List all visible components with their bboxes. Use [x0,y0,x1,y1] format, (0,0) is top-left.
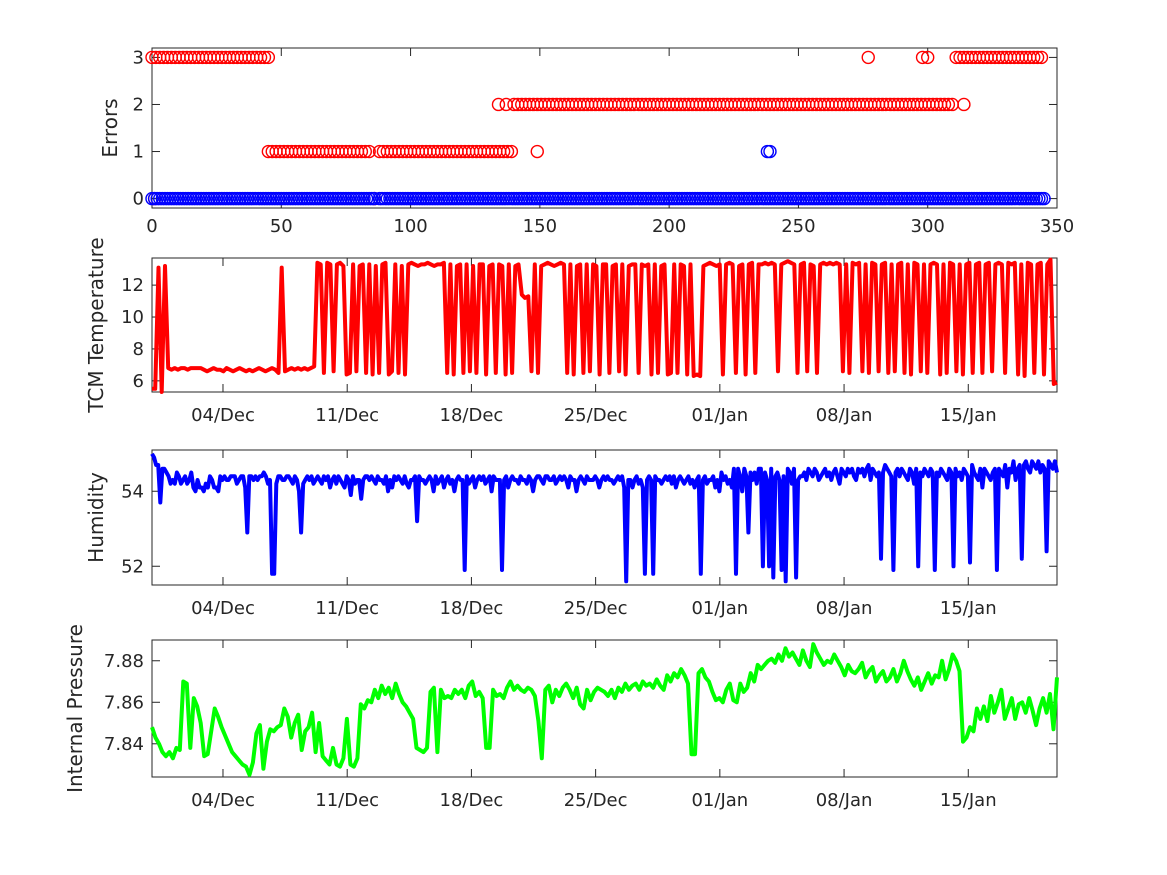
data-point [367,191,382,206]
y-tick-label: 1 [133,142,144,163]
data-point [921,50,935,65]
x-tick-label: 50 [270,216,293,237]
y-tick-label: 54 [121,481,144,502]
y-axis-label: TCM Temperature [84,237,108,413]
x-tick-label: 18/Dec [440,405,504,426]
x-tick-label: 01/Jan [691,598,748,619]
x-tick-label: 25/Dec [564,405,628,426]
x-tick-label: 11/Dec [315,790,379,811]
data-point [358,144,373,159]
data-point [261,50,276,65]
x-tick-label: 25/Dec [564,790,628,811]
x-tick-label: 04/Dec [191,405,255,426]
x-tick-label: 350 [1040,216,1074,237]
data-point [491,97,506,112]
y-axis-label: Errors [98,98,122,157]
error-series-red [145,50,1049,206]
y-tick-label: 7.88 [104,651,144,672]
data-point [499,97,513,112]
x-tick-label: 11/Dec [315,405,379,426]
x-tick-label: 08/Jan [816,790,873,811]
y-tick-label: 0 [133,189,144,210]
x-tick-label: 15/Jan [940,790,997,811]
data-point [504,144,519,159]
data-point [362,144,376,159]
y-tick-label: 8 [133,339,144,360]
x-tick-label: 01/Jan [691,405,748,426]
data-point [530,144,544,159]
x-tick-label: 15/Jan [940,405,997,426]
x-tick-label: 18/Dec [440,598,504,619]
series-line [152,257,1058,394]
series-line [150,452,1059,584]
series-line [150,642,1059,777]
y-axis-label: Internal Pressure [63,624,87,793]
data-point [253,50,268,65]
data-point [957,97,971,112]
x-tick-label: 15/Jan [940,598,997,619]
data-point [1034,50,1049,65]
data-point [941,97,956,112]
data-point [257,50,272,65]
data-point [760,144,775,159]
y-tick-label: 12 [121,275,144,296]
x-tick-label: 04/Dec [191,598,255,619]
data-point [763,144,777,159]
plot-area-frame [151,639,1058,778]
y-tick-label: 7.84 [104,734,144,755]
x-tick-label: 01/Jan [691,790,748,811]
x-tick-label: 11/Dec [315,598,379,619]
x-tick-label: 08/Jan [816,598,873,619]
x-tick-label: 250 [781,216,815,237]
y-tick-label: 10 [121,307,144,328]
y-tick-label: 6 [133,371,144,392]
y-axis-label: Humidity [84,472,108,563]
x-tick-label: 08/Jan [816,405,873,426]
data-point [915,50,930,65]
tcm-temperature-panel: TCM Temperature 6 8 10 12 04/Dec 11/Dec 18/Dec 2… [84,237,1058,426]
data-point [937,97,952,112]
errors-panel: Errors 0 1 2 3 0 50 100 150 200 250 300 350 [98,47,1074,237]
x-tick-label: 18/Dec [440,790,504,811]
y-tick-label: 52 [121,556,144,577]
x-tick-label: 25/Dec [564,598,628,619]
humidity-panel: Humidity 52 54 04/Dec 11/Dec 18/Dec 25/Dec 01/J… [84,449,1059,619]
plot-area-frame [151,257,1058,393]
x-tick-label: 04/Dec [191,790,255,811]
plot-area-frame [151,449,1058,586]
x-tick-label: 0 [146,216,157,237]
x-tick-label: 200 [652,216,686,237]
y-tick-label: 7.86 [104,692,144,713]
data-point [861,50,875,65]
plot-area-frame [151,47,1058,209]
x-tick-label: 150 [523,216,557,237]
data-point [354,144,369,159]
y-tick-label: 3 [133,47,144,68]
data-point [1027,50,1041,65]
x-tick-label: 300 [911,216,945,237]
data-point [1030,50,1045,65]
data-point [1037,191,1051,206]
data-point [500,144,515,159]
internal-pressure-panel: Internal Pressure 7.84 7.86 7.88 04/Dec 11/De… [63,624,1059,811]
error-series-blue [145,144,1051,206]
x-tick-label: 100 [393,216,427,237]
data-point [496,144,511,159]
y-tick-label: 2 [133,94,144,115]
